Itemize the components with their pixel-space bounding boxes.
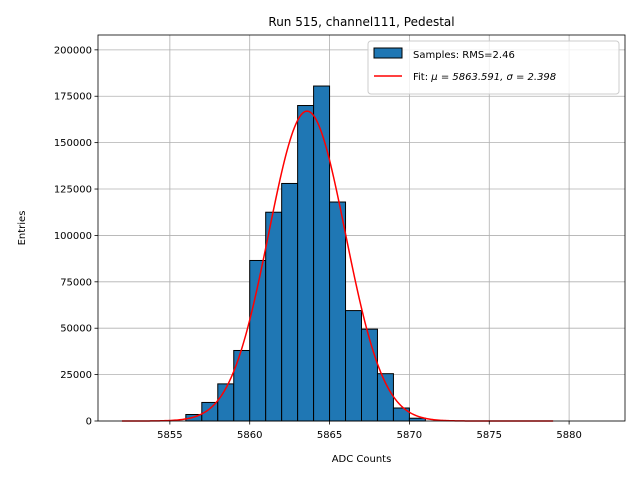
legend-samples-text: Samples: RMS=2.46 — [413, 50, 515, 61]
histogram-bar — [233, 349, 251, 422]
legend-fit-params: μ = 5863.591, σ = 2.398 — [430, 72, 556, 83]
y-tick-label: 0 — [86, 417, 92, 428]
chart-title: Run 515, channel111, Pedestal — [268, 15, 454, 29]
x-axis-ticks: 5855 5860 5865 5870 5875 5880 — [157, 421, 582, 441]
y-tick-label: 150000 — [54, 138, 92, 149]
y-axis-title: Entries — [17, 211, 28, 246]
histogram-bar — [376, 373, 394, 422]
y-tick-label: 75000 — [60, 277, 92, 288]
legend-box — [367, 40, 620, 95]
legend-samples-label: Samples: RMS=2.46 — [413, 50, 515, 61]
y-tick-label: 175000 — [54, 92, 92, 103]
legend-fit-prefix: Fit: — [413, 72, 431, 83]
histogram-bar — [281, 182, 299, 422]
histogram-bar — [361, 328, 378, 422]
histogram-bar — [313, 85, 331, 422]
x-tick-label: 5855 — [157, 430, 182, 441]
y-axis-ticks: 0 25000 50000 75000 100000 125000 150000 175000… — [54, 45, 98, 428]
histogram-bar — [345, 310, 363, 422]
histogram-bar — [329, 201, 347, 422]
x-tick-label: 5880 — [556, 430, 581, 441]
legend-samples-swatch — [373, 47, 403, 59]
plot-frame — [97, 34, 626, 422]
y-tick-label: 125000 — [54, 185, 92, 196]
y-tick-label: 25000 — [60, 370, 92, 381]
x-tick-label: 5865 — [317, 430, 342, 441]
histogram-bar — [297, 105, 315, 422]
x-tick-label: 5870 — [397, 430, 422, 441]
y-tick-label: 50000 — [60, 324, 92, 335]
histogram-bar — [265, 211, 283, 422]
legend-fit-label: Fit: μ = 5863.591, σ = 2.398 — [413, 72, 556, 83]
legend: Samples: RMS=2.46 Fit: μ = 5863.591, σ =… — [367, 40, 620, 95]
y-tick-label: 200000 — [54, 45, 92, 56]
histogram-bar — [408, 417, 426, 422]
x-axis-title: ADC Counts — [332, 454, 392, 465]
y-tick-label: 100000 — [54, 231, 92, 242]
x-tick-label: 5860 — [237, 430, 262, 441]
x-tick-label: 5875 — [477, 430, 502, 441]
